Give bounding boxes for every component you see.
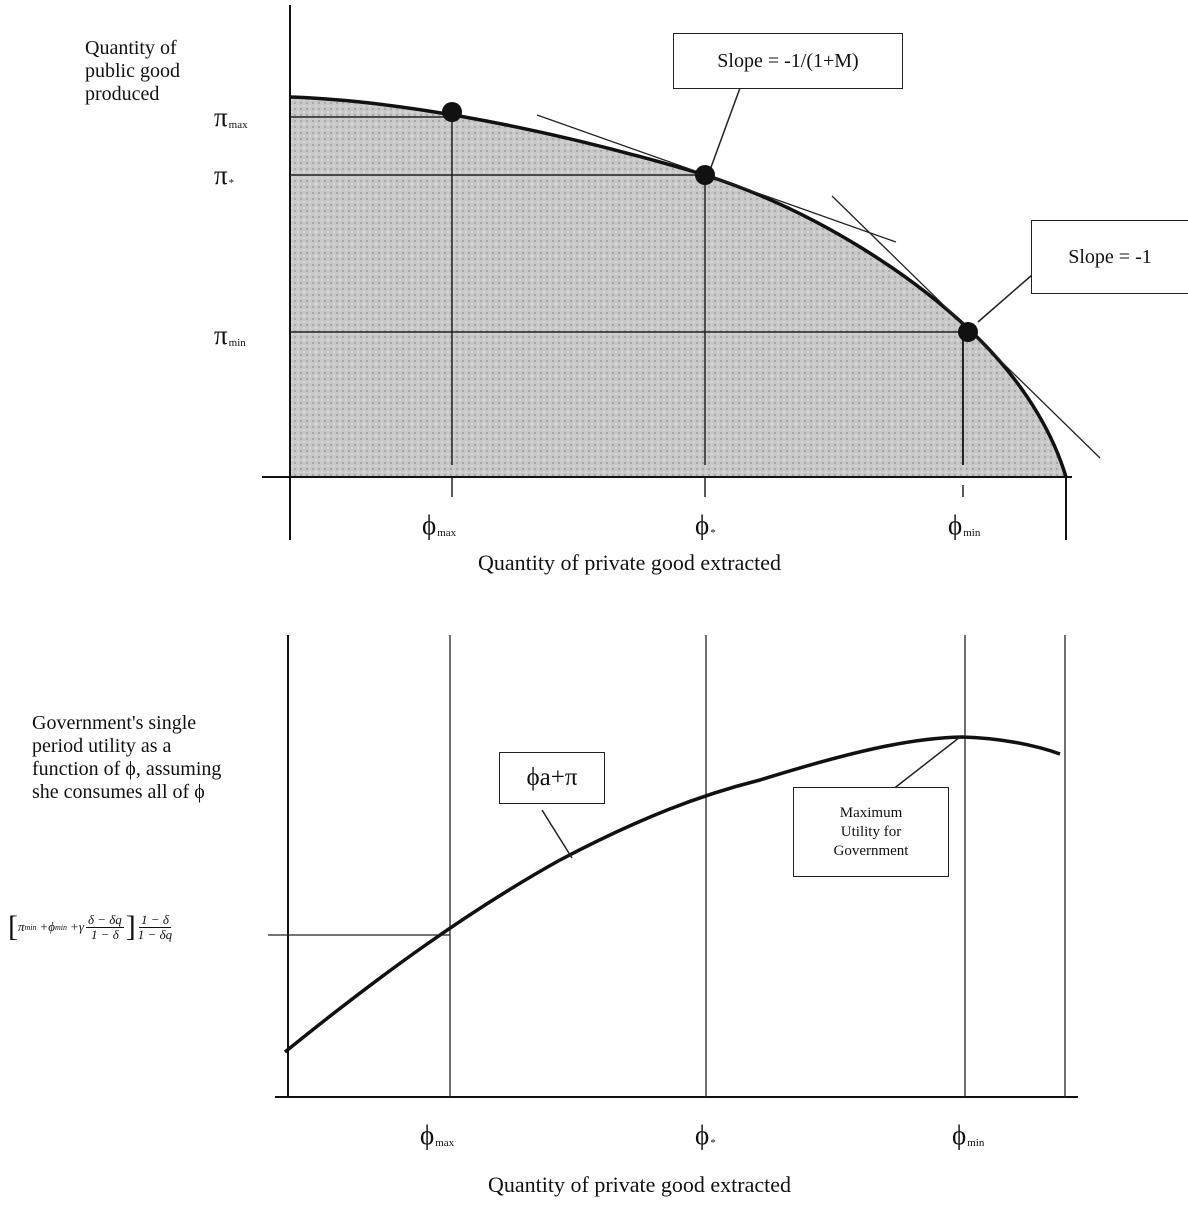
bottom-x-axis-label: Quantity of private good extracted bbox=[488, 1172, 792, 1197]
top-tick-phi-max: ϕmax bbox=[422, 510, 457, 540]
max-callout-line: Utility for bbox=[840, 823, 902, 840]
tick-pi-max: πmax bbox=[214, 102, 248, 132]
production-frontier-curve bbox=[289, 95, 1068, 478]
top-tick-phi-star: ϕ* bbox=[695, 510, 716, 540]
y-label-line: period utility as a bbox=[32, 735, 172, 757]
y-label-line: public good bbox=[85, 60, 180, 82]
max-callout-leader bbox=[891, 736, 961, 791]
callout-leader-one bbox=[977, 274, 1033, 323]
bottom-tick-phi-min: ϕmin bbox=[952, 1120, 985, 1150]
tick-pi-star: π* bbox=[214, 160, 235, 190]
callout-slope-one: Slope = -1 bbox=[1031, 220, 1188, 294]
max-callout-line: Maximum bbox=[839, 804, 903, 821]
max-callout-line: Government bbox=[833, 842, 909, 859]
point-phi-max bbox=[442, 102, 462, 122]
utility-curve bbox=[283, 735, 1061, 1054]
callout-leader-m bbox=[709, 87, 741, 171]
callout-slope-m: Slope = -1/(1+M) bbox=[673, 33, 903, 89]
y-label-line: produced bbox=[85, 83, 160, 105]
top-y-axis-label: Quantity of public good produced bbox=[85, 37, 180, 106]
tangent-slope-m bbox=[536, 114, 897, 243]
max-utility-callout: Maximum Utility for Government bbox=[793, 787, 949, 877]
curve-label-box: ϕa+π bbox=[499, 752, 605, 804]
y-label-line: Quantity of bbox=[85, 37, 177, 59]
point-phi-star bbox=[695, 165, 715, 185]
curve-label-leader bbox=[541, 809, 573, 859]
bottom-tick-phi-star: ϕ* bbox=[695, 1120, 716, 1150]
y-label-line: function of ϕ, assuming bbox=[32, 758, 222, 780]
point-phi-min bbox=[958, 322, 978, 342]
tick-pi-min: πmin bbox=[214, 320, 246, 350]
top-tick-phi-min: ϕmin bbox=[948, 510, 981, 540]
feasible-region bbox=[290, 97, 1066, 477]
callout-slope-one-text: Slope = -1 bbox=[1068, 245, 1152, 268]
callout-slope-m-text: Slope = -1/(1+M) bbox=[717, 49, 859, 72]
bottom-y-axis-label: Government's single period utility as a … bbox=[32, 712, 221, 804]
top-x-axis-label: Quantity of private good extracted bbox=[478, 550, 782, 575]
y-label-line: she consumes all of ϕ bbox=[32, 781, 205, 803]
y-label-line: Government's single bbox=[32, 712, 197, 734]
curve-label: ϕa+π bbox=[526, 764, 578, 791]
bottom-tick-phi-max: ϕmax bbox=[420, 1120, 455, 1150]
